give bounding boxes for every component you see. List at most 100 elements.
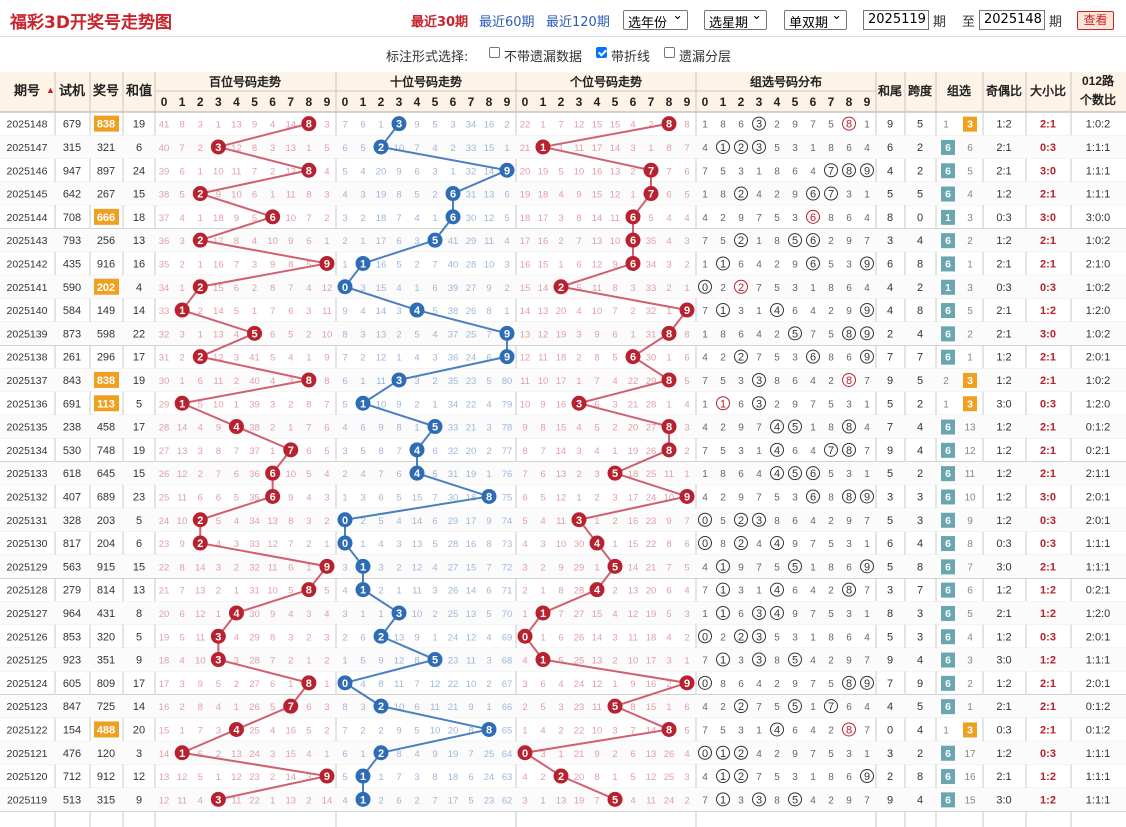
year-select[interactable]: 选年份: [623, 8, 688, 31]
recent-120-link[interactable]: 最近120期: [546, 15, 610, 30]
sum-cell: 19: [133, 445, 145, 457]
digit-header: 2: [378, 95, 385, 109]
miss-value: 3: [342, 213, 347, 224]
zuxuan-digit: 6: [810, 212, 816, 224]
miss-value: 24: [574, 679, 585, 690]
miss-value: 12: [574, 120, 585, 131]
miss-value: 25: [249, 725, 260, 736]
trend-ball: [661, 442, 677, 458]
tail-cell: 9: [887, 655, 893, 667]
winning-number-cell: 666: [97, 212, 115, 224]
miss-value: 1: [270, 446, 275, 457]
weekday-select[interactable]: 选星期: [704, 8, 767, 31]
polyline-checkbox[interactable]: [596, 47, 607, 58]
zuxuan-miss: 1: [702, 609, 708, 620]
sum-cell: 24: [133, 165, 145, 177]
miss-value: 1: [666, 702, 671, 713]
group-badge: [941, 745, 955, 761]
zuxuan-miss: 4: [810, 656, 816, 667]
miss-value: 1: [360, 236, 365, 247]
no-miss-data-checkbox[interactable]: [489, 47, 500, 58]
zuxuan-miss: 5: [774, 702, 780, 713]
zuxuan-digit: 6: [810, 491, 816, 503]
miss-value: 20: [448, 725, 459, 736]
trend-ball: [427, 652, 443, 668]
miss-value: 3: [270, 399, 275, 410]
odd-even-select[interactable]: 单双期: [784, 8, 847, 31]
miss-value: 13: [159, 772, 170, 783]
miss-value: 2: [450, 143, 455, 154]
trend-ball: [409, 302, 425, 318]
trend-ball-digit: 5: [612, 468, 618, 480]
trend-ball-digit: 6: [450, 212, 456, 224]
span-cell: 4: [917, 422, 923, 434]
miss-value: 7: [324, 399, 329, 410]
zuxuan-miss: 5: [828, 329, 834, 340]
zuxuan-miss: 4: [864, 702, 870, 713]
zuxuan-miss: 7: [810, 749, 816, 760]
digit-header: 6: [630, 95, 637, 109]
miss-layer-checkbox[interactable]: [664, 47, 675, 58]
zuxuan-digit: 3: [756, 119, 762, 131]
miss-value: 19: [159, 632, 170, 643]
miss-value: 12: [195, 609, 206, 620]
miss-value: 8: [306, 399, 311, 410]
digit-header: 8: [846, 95, 853, 109]
zuxuan-miss: 4: [810, 306, 816, 317]
miss-value: 6: [540, 469, 545, 480]
digit-header: 2: [197, 95, 204, 109]
zuxuan-miss: 9: [792, 399, 798, 410]
miss-value: 10: [430, 725, 441, 736]
group-miss: 3: [967, 283, 973, 294]
zuxuan-mark: [734, 769, 748, 784]
miss-value: 14: [376, 306, 387, 317]
zuxuan-miss: 7: [702, 376, 708, 387]
zuxuan-miss: 7: [756, 702, 762, 713]
period-cell: 2025137: [7, 375, 48, 387]
miss-value: 33: [249, 539, 260, 550]
row-stripe: [0, 135, 1126, 159]
view-button[interactable]: 查看: [1077, 11, 1114, 30]
miss-value: 13: [628, 586, 639, 597]
zuxuan-miss: 7: [702, 586, 708, 597]
miss-value: 3: [540, 539, 545, 550]
test-number-cell: 605: [63, 678, 81, 690]
digit-header: 7: [828, 95, 835, 109]
group-badge: [963, 396, 977, 412]
zuxuan-miss: 1: [702, 329, 708, 340]
miss-value: 16: [646, 679, 657, 690]
zuxuan-miss: 4: [810, 795, 816, 806]
zuxuan-mark: [734, 699, 748, 714]
zuxuan-miss: 5: [774, 143, 780, 154]
miss-value: 9: [630, 679, 635, 690]
to-period-input[interactable]: 2025148: [979, 10, 1045, 30]
period-cell: 2025126: [7, 631, 48, 643]
zuxuan-miss: 4: [810, 516, 816, 527]
recent-30-link[interactable]: 最近30期: [411, 15, 469, 30]
digit-header: 2: [738, 95, 745, 109]
period-cell: 2025125: [7, 655, 48, 667]
test-number-cell: 793: [63, 235, 81, 247]
road-ratio: 3:0:0: [1086, 212, 1110, 224]
miss-value: 2: [234, 376, 239, 387]
zuxuan-digit: 5: [792, 235, 798, 247]
miss-value: 4: [558, 190, 563, 201]
test-number-cell: 279: [63, 585, 81, 597]
span-cell: 7: [917, 585, 923, 597]
miss-value: 4: [270, 120, 275, 131]
miss-value: 6: [576, 259, 581, 270]
miss-value: 20: [574, 772, 585, 783]
tail-cell: 2: [887, 771, 893, 783]
row-stripe: [0, 554, 1126, 578]
miss-value: 2: [612, 749, 617, 760]
miss-value: 32: [466, 166, 477, 177]
zuxuan-digit: 1: [720, 142, 726, 154]
miss-value: 8: [270, 632, 275, 643]
winning-number-cell: 320: [97, 631, 115, 643]
miss-value: 2: [378, 795, 383, 806]
miss-value: 9: [468, 702, 473, 713]
trend-ball: [355, 768, 371, 784]
recent-60-link[interactable]: 最近60期: [479, 15, 535, 30]
from-period-input[interactable]: 2025119: [863, 10, 929, 30]
zuxuan-miss: 7: [864, 656, 870, 667]
